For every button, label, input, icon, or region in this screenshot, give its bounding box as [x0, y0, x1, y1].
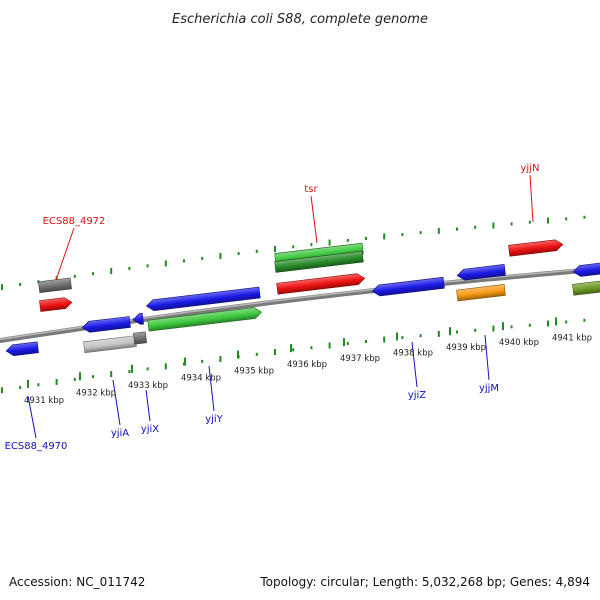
- gene-feature-blue: [5, 341, 39, 357]
- gene-label: yjjN: [521, 163, 540, 174]
- kbp-label: 4940 kbp: [499, 338, 539, 348]
- kbp-label: 4933 kbp: [128, 381, 168, 391]
- gene-callout-line: [411, 341, 418, 388]
- kbp-label: 4937 kbp: [340, 354, 380, 364]
- gene-feature-blue: [456, 264, 506, 281]
- gene-feature-red: [508, 239, 564, 257]
- kbp-scale: 4931 kbp 4932 kbp 4933 kbp 4934 kbp 4935 kbp…: [24, 317, 592, 406]
- gene-feature-red: [276, 273, 366, 295]
- gene-callout-line: [55, 227, 75, 281]
- gene-feature-green: [147, 307, 263, 332]
- gene-feature-olive: [572, 279, 600, 296]
- gene-label: tsr: [304, 184, 318, 195]
- gene-feature-blue: [81, 316, 131, 333]
- gene-callout-line: [27, 395, 37, 439]
- map-title: Escherichia coli S88, complete genome: [172, 12, 428, 27]
- gene-feature-gray: [133, 331, 147, 345]
- gene-callout-line: [112, 379, 121, 426]
- gene-label: yjiY: [205, 414, 223, 425]
- gene-label: ECS88_4972: [43, 216, 106, 227]
- kbp-label: 4932 kbp: [76, 388, 116, 398]
- kbp-label: 4939 kbp: [446, 343, 486, 353]
- kbp-label: 4936 kbp: [287, 360, 327, 370]
- gene-label: ECS88_4970: [5, 441, 68, 452]
- gene-feature-light_gray: [83, 335, 137, 354]
- gene-feature-orange: [456, 284, 506, 302]
- kbp-label: 4934 kbp: [181, 374, 221, 384]
- kbp-label: 4935 kbp: [234, 367, 274, 377]
- kbp-label: 4938 kbp: [393, 349, 433, 359]
- gene-feature-blue: [132, 312, 144, 325]
- gene-feature-blue: [572, 261, 600, 277]
- gene-label: yjiA: [111, 428, 129, 439]
- gene-callout-line: [529, 174, 534, 223]
- features: [5, 239, 600, 357]
- accession-text: Accession: NC_011742: [9, 575, 145, 589]
- gene-callout-line: [208, 365, 215, 412]
- gene-feature-dark_green: [274, 250, 364, 273]
- gene-callout-line: [145, 389, 151, 422]
- kbp-label: 4941 kbp: [552, 333, 592, 343]
- gene-label: yjjM: [479, 383, 499, 394]
- genome-stats-text: Topology: circular; Length: 5,032,268 bp…: [259, 575, 590, 589]
- gene-feature-gray: [38, 277, 72, 293]
- gene-callout-line: [484, 334, 490, 381]
- gene-callout-line: [310, 195, 318, 244]
- gene-feature-blue: [145, 286, 261, 312]
- kbp-label: 4931 kbp: [24, 396, 64, 406]
- gene-label: yjiX: [141, 424, 159, 435]
- gene-label: yjiZ: [408, 390, 426, 401]
- gene-feature-red: [39, 297, 73, 312]
- tick-rows: [1, 215, 586, 394]
- gene-feature-blue: [371, 276, 445, 297]
- gene-callouts: ECS88_4972 tsr yjjN ECS88_4970 yjiA yjiX yjiY y…: [5, 163, 540, 452]
